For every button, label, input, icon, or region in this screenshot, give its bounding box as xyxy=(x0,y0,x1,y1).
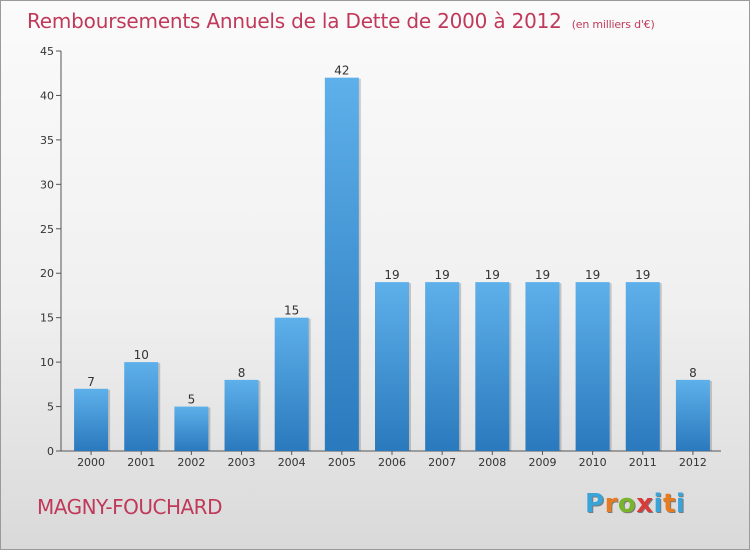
y-tick-label: 40 xyxy=(40,89,54,102)
logo-letter: i xyxy=(653,489,663,519)
logo-letter: r xyxy=(604,489,618,519)
y-tick-label: 45 xyxy=(40,45,54,58)
x-tick-label-2000: 2000 xyxy=(77,456,105,469)
proxiti-logo: Proxiti xyxy=(585,489,685,519)
x-tick-label-2005: 2005 xyxy=(328,456,356,469)
bar-2008 xyxy=(475,282,510,451)
bar-2001 xyxy=(124,362,159,451)
y-tick-label: 35 xyxy=(40,134,54,147)
y-tick-label: 15 xyxy=(40,312,54,325)
bar-2012 xyxy=(675,379,710,451)
value-label-2011: 19 xyxy=(635,268,650,282)
value-label-2010: 19 xyxy=(585,268,600,282)
value-label-2012: 8 xyxy=(689,366,697,380)
value-label-2004: 15 xyxy=(284,304,299,318)
x-tick-label-2010: 2010 xyxy=(579,456,607,469)
chart-title: Remboursements Annuels de la Dette de 20… xyxy=(27,9,655,33)
x-tick-label-2006: 2006 xyxy=(378,456,406,469)
x-tick-label-2001: 2001 xyxy=(127,456,155,469)
y-tick-label: 30 xyxy=(40,178,54,191)
value-label-2005: 42 xyxy=(334,64,349,78)
y-tick-label: 20 xyxy=(40,267,54,280)
bar-2006 xyxy=(375,282,409,451)
value-label-2009: 19 xyxy=(535,268,550,282)
y-tick-label: 25 xyxy=(40,223,54,236)
bar-2011 xyxy=(625,282,660,451)
logo-letter: i xyxy=(675,489,686,519)
x-tick-label-2007: 2007 xyxy=(428,456,456,469)
value-label-2007: 19 xyxy=(435,268,450,282)
value-label-2006: 19 xyxy=(384,268,399,282)
x-tick-label-2011: 2011 xyxy=(629,456,657,469)
logo-letter: t xyxy=(662,489,676,519)
bar-2009 xyxy=(525,282,560,451)
logo-letter: o xyxy=(617,489,637,519)
bar-2010 xyxy=(575,282,610,451)
bar-2003 xyxy=(224,379,259,451)
x-tick-label-2008: 2008 xyxy=(478,456,506,469)
labels: 7 2000 10 2001 5 2002 8 2003 15 2004 42 2005 19 2006 1… xyxy=(77,64,707,469)
chart-title-text: Remboursements Annuels de la Dette de 20… xyxy=(27,9,562,33)
y-tick-label: 10 xyxy=(40,356,54,369)
value-label-2000: 7 xyxy=(87,375,95,389)
city-name: MAGNY-FOUCHARD xyxy=(37,495,222,519)
logo-letter: x xyxy=(636,489,654,519)
bar-2002 xyxy=(174,406,209,451)
x-tick-label-2002: 2002 xyxy=(177,456,205,469)
logo-letter: P xyxy=(585,489,605,519)
value-label-2001: 10 xyxy=(134,348,149,362)
bar-2000 xyxy=(74,388,109,451)
value-label-2003: 8 xyxy=(238,366,246,380)
bar-2004 xyxy=(274,317,309,451)
y-tick-label: 0 xyxy=(47,445,54,458)
value-label-2002: 5 xyxy=(188,393,196,407)
value-label-2008: 19 xyxy=(485,268,500,282)
bars xyxy=(74,77,712,452)
bar-2005 xyxy=(324,77,359,452)
bar-2007 xyxy=(425,282,460,451)
chart-subtitle: (en milliers d'€) xyxy=(571,18,655,31)
x-tick-label-2012: 2012 xyxy=(679,456,707,469)
x-tick-label-2004: 2004 xyxy=(278,456,306,469)
x-tick-label-2009: 2009 xyxy=(528,456,556,469)
x-tick-label-2003: 2003 xyxy=(228,456,256,469)
y-tick-label: 5 xyxy=(47,401,54,414)
